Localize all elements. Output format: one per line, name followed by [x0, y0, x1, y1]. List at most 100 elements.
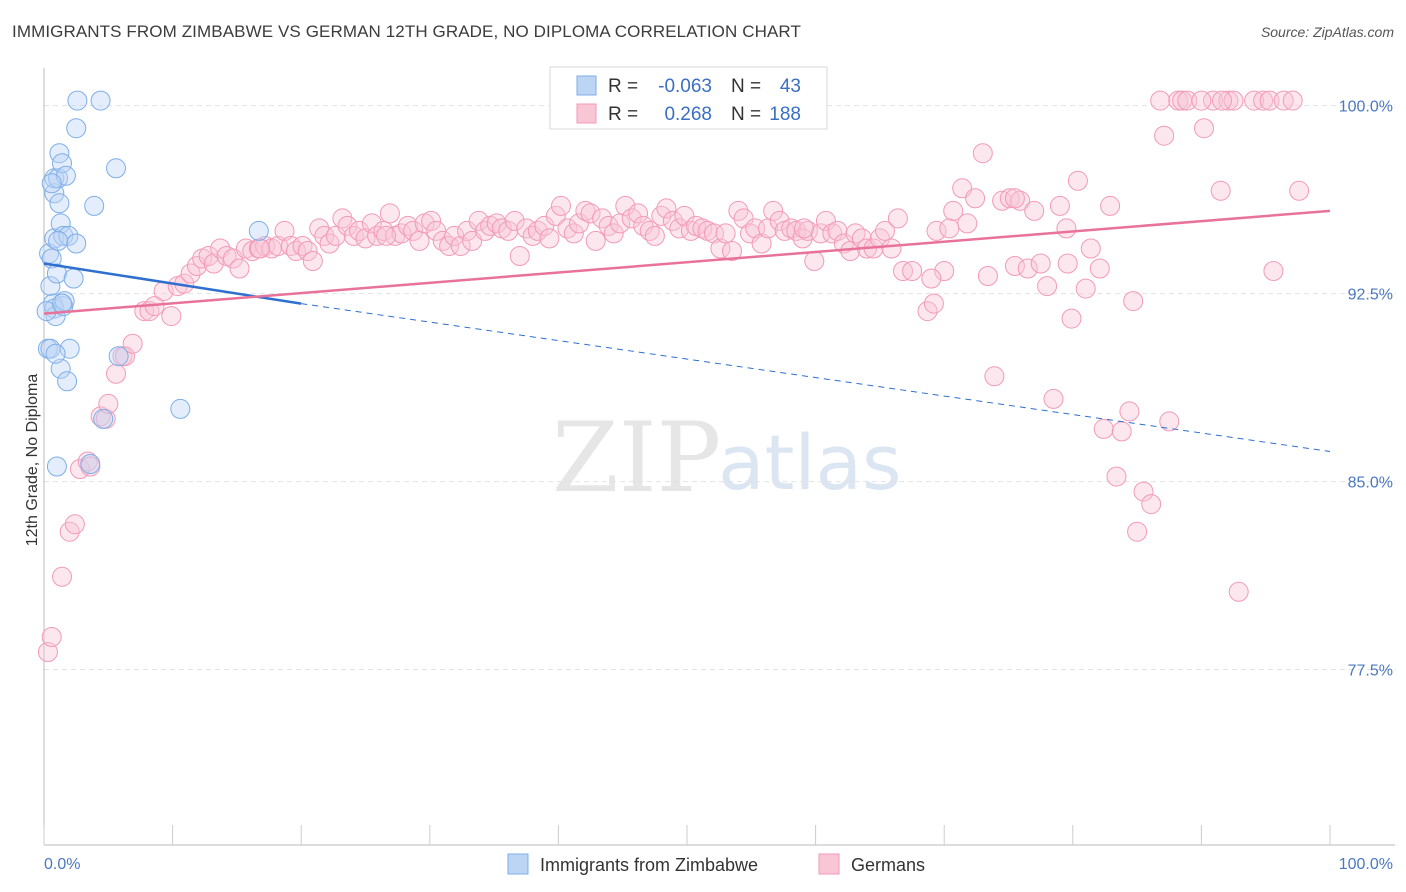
germans-point-81 [534, 215, 555, 236]
germans-point-112 [715, 223, 736, 244]
germans-point-118 [751, 233, 772, 254]
germans-point-70 [468, 210, 489, 231]
germans-point-170 [1080, 238, 1101, 259]
germans-point-102 [656, 198, 677, 219]
germans-point-140 [881, 238, 902, 259]
x-tick-label-1: 100.0% [1339, 856, 1393, 873]
germans-point-41 [297, 241, 318, 261]
germans-point-159 [1010, 190, 1031, 211]
series-zimbabwe [36, 90, 269, 477]
germans-point-83 [545, 205, 566, 226]
germans-point-200 [1123, 291, 1144, 312]
germans-point-199 [1057, 253, 1078, 274]
germans-point-188 [1210, 180, 1231, 201]
germans-point-11 [106, 363, 126, 384]
germans-point-152 [965, 188, 986, 209]
zimbabwe-point-22 [57, 371, 78, 392]
germans-point-8 [90, 406, 111, 427]
germans-point-206 [921, 268, 942, 289]
germans-point-205 [794, 218, 814, 239]
germans-point-156 [992, 190, 1013, 211]
germans-point-108 [692, 218, 713, 239]
germans-point-154 [977, 266, 998, 286]
watermark-zip: ZIP [552, 402, 721, 514]
germans-point-76 [504, 210, 525, 231]
zimbabwe-point-23 [58, 225, 79, 246]
zimbabwe-point-25 [63, 268, 84, 289]
germans-point-175 [1111, 421, 1132, 442]
germans-point-48 [337, 215, 358, 236]
germans-point-163 [1037, 276, 1058, 297]
germans-point-105 [674, 205, 695, 226]
germans-point-127 [804, 251, 825, 271]
germans-point-46 [325, 225, 346, 246]
legend-bottom-label-germans: Germans [851, 855, 925, 875]
germans-point-126 [797, 220, 818, 241]
germans-point-131 [827, 220, 848, 241]
germans-point-143 [902, 261, 923, 281]
germans-point-165 [1049, 195, 1070, 216]
germans-point-161 [1024, 200, 1045, 221]
germans-point-4 [64, 514, 85, 535]
germans-point-180 [1150, 90, 1171, 111]
gridlines [44, 105, 1395, 671]
legend-top-swatch-blue [576, 75, 597, 96]
germans-point-177 [1127, 521, 1148, 542]
germans-point-162 [1030, 253, 1051, 274]
trend-germans [43, 209, 1331, 315]
zimbabwe-point-40 [52, 293, 72, 314]
germans-point-75 [498, 220, 519, 241]
germans-point-167 [1061, 308, 1082, 329]
y-tick-label-2: 85.0% [1348, 475, 1393, 492]
series-germans [37, 90, 1310, 662]
legend-top-n-label-1: N = [731, 104, 761, 125]
germans-point-52 [361, 213, 382, 234]
legend-top-r-label-1: R = [608, 104, 638, 125]
germans-point-204 [376, 225, 397, 246]
germans-point-129 [815, 210, 836, 231]
germans-point-174 [1106, 466, 1127, 487]
zimbabwe-point-26 [66, 233, 87, 254]
zimbabwe-point-39 [48, 230, 69, 251]
germans-point-141 [887, 208, 908, 229]
germans-point-26 [203, 253, 224, 274]
legend-top: R = -0.063 N = 43 R = 0.268 N = 188 [549, 66, 828, 130]
zimbabwe-point-33 [106, 158, 126, 179]
germans-point-113 [722, 241, 742, 261]
germans-point-164 [1043, 388, 1064, 409]
germans-point-176 [1119, 401, 1140, 422]
germans-point-146 [926, 220, 947, 241]
germans-point-149 [943, 200, 964, 221]
trend-lines [43, 209, 1331, 452]
germans-point-190 [1223, 90, 1244, 111]
germans-point-37 [274, 220, 295, 241]
germans-point-139 [875, 220, 895, 241]
germans-point-130 [822, 223, 843, 244]
germans-point-179 [1141, 494, 1162, 515]
germans-point-166 [1056, 218, 1077, 239]
germans-point-88 [575, 200, 596, 221]
germans-point-155 [984, 366, 1005, 387]
germans-point-173 [1100, 195, 1121, 216]
germans-point-0 [37, 642, 58, 662]
x-tick-marks [43, 825, 1331, 845]
zimbabwe-point-10 [46, 456, 67, 477]
legend-top-swatch-pink [576, 103, 597, 124]
germans-point-195 [1263, 261, 1284, 281]
germans-point-171 [1089, 258, 1110, 279]
germans-point-65 [439, 236, 460, 256]
germans-point-55 [379, 203, 400, 224]
zimbabwe-point-20 [54, 291, 75, 312]
germans-point-84 [551, 195, 571, 216]
germans-point-97 [628, 203, 649, 224]
germans-point-128 [810, 223, 831, 244]
germans-point-77 [509, 246, 530, 266]
y-tick-label-3: 77.5% [1348, 663, 1393, 680]
zimbabwe-point-35 [170, 398, 191, 419]
zimbabwe-point-32 [93, 408, 114, 429]
germans-point-115 [733, 208, 754, 229]
legend-bottom-swatch-pink [818, 853, 840, 875]
germans-point-197 [1282, 90, 1303, 111]
trend-zimbabwe [43, 262, 302, 305]
